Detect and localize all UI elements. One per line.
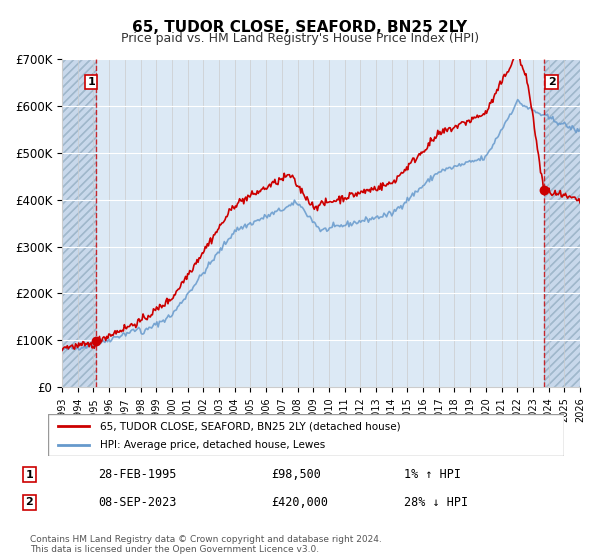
Text: £98,500: £98,500	[271, 468, 321, 481]
FancyBboxPatch shape	[48, 414, 564, 456]
Text: HPI: Average price, detached house, Lewes: HPI: Average price, detached house, Lewe…	[100, 440, 325, 450]
Point	[91, 337, 101, 346]
Text: 08-SEP-2023: 08-SEP-2023	[98, 496, 177, 509]
Point	[539, 186, 548, 195]
Text: £420,000: £420,000	[271, 496, 328, 509]
Text: 2: 2	[548, 77, 556, 87]
Text: 28-FEB-1995: 28-FEB-1995	[98, 468, 177, 481]
Text: 28% ↓ HPI: 28% ↓ HPI	[404, 496, 468, 509]
Bar	[62, 59, 96, 387]
Text: 1: 1	[88, 77, 95, 87]
Bar	[544, 59, 580, 387]
Text: 65, TUDOR CLOSE, SEAFORD, BN25 2LY: 65, TUDOR CLOSE, SEAFORD, BN25 2LY	[133, 20, 467, 35]
Bar	[62, 59, 96, 387]
Text: Contains HM Land Registry data © Crown copyright and database right 2024.
This d: Contains HM Land Registry data © Crown c…	[30, 535, 382, 554]
Bar	[544, 59, 580, 387]
Text: 2: 2	[25, 497, 33, 507]
Text: 1% ↑ HPI: 1% ↑ HPI	[404, 468, 461, 481]
Text: Price paid vs. HM Land Registry's House Price Index (HPI): Price paid vs. HM Land Registry's House …	[121, 32, 479, 45]
Text: 1: 1	[25, 470, 33, 479]
Text: 65, TUDOR CLOSE, SEAFORD, BN25 2LY (detached house): 65, TUDOR CLOSE, SEAFORD, BN25 2LY (deta…	[100, 421, 400, 431]
